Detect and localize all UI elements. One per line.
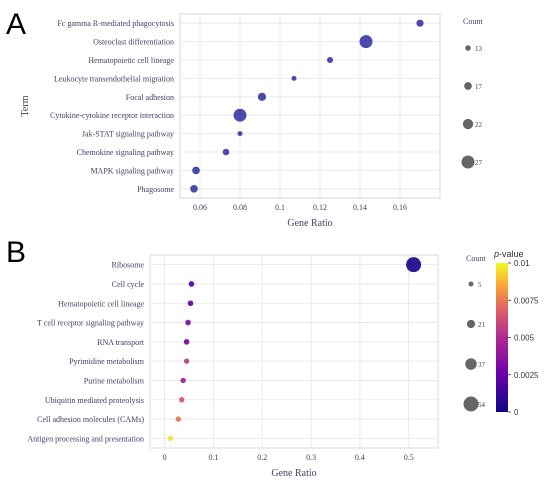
size-legend-dot — [468, 281, 474, 287]
x-tick-label: 0.14 — [353, 203, 367, 212]
data-point — [406, 257, 422, 273]
category-label: Cytokine-cytokine receptor interaction — [50, 111, 174, 120]
x-axis-title: Gene Ratio — [271, 468, 316, 479]
data-point — [187, 300, 194, 307]
size-legend-label: 5 — [478, 281, 482, 289]
size-legend-dot — [461, 155, 475, 169]
data-point — [179, 397, 185, 403]
x-tick-label: 0.12 — [313, 203, 327, 212]
data-point — [188, 281, 195, 287]
size-legend-title: Count — [466, 254, 486, 263]
size-legend-dot — [465, 45, 471, 51]
data-point — [190, 184, 198, 193]
data-point — [185, 319, 191, 326]
panel-label-b: B — [6, 236, 26, 269]
category-label: Fc gamma R-mediated phagocytosis — [57, 19, 174, 28]
category-label: MAPK signaling pathway — [90, 166, 174, 175]
x-axis-title: Gene Ratio — [287, 218, 332, 229]
plot-area — [149, 254, 439, 449]
category-label: Chemokine signaling pathway — [77, 148, 174, 157]
x-tick-label: 0.08 — [233, 203, 247, 212]
x-tick-label: 0.06 — [193, 203, 207, 212]
data-point — [183, 358, 190, 364]
category-label: RNA transport — [97, 338, 145, 347]
size-legend-label: 27 — [475, 159, 483, 167]
category-label: Osteoclast differentiation — [93, 38, 174, 47]
color-legend-label: 0.0025 — [514, 371, 539, 380]
category-label: Focal adhesion — [126, 93, 174, 102]
panel-label-a: A — [6, 8, 26, 41]
data-point — [167, 435, 174, 441]
data-point — [416, 19, 424, 27]
data-point — [237, 131, 243, 137]
y-axis-title: Term — [20, 95, 31, 116]
data-point — [233, 108, 247, 122]
category-label: Cell cycle — [112, 280, 145, 289]
category-label: T cell receptor signaling pathway — [37, 319, 144, 328]
color-legend-title: p-value — [493, 249, 524, 259]
plot-area — [179, 13, 441, 199]
size-legend-label: 22 — [475, 121, 483, 129]
size-legend-dot — [464, 82, 472, 90]
category-label: Cell adhesion molecules (CAMs) — [37, 415, 144, 424]
x-tick-label: 0.1 — [208, 453, 218, 462]
panel-b: 0 0.1 0.2 0.3 0.4 0.5 Ribosome Cell cycle Hemato… — [27, 249, 539, 479]
color-legend-label: 0.005 — [514, 334, 535, 343]
data-point — [175, 416, 182, 422]
x-tick-label: 0 — [163, 453, 167, 462]
category-label: Purine metabolism — [84, 376, 145, 385]
size-legend-label: 21 — [478, 321, 486, 329]
category-label: Hematopoietic cell lineage — [88, 56, 174, 65]
size-legend-dot — [463, 396, 479, 412]
category-label: Pyrimidine metabolism — [69, 357, 145, 366]
x-tick-label: 0.4 — [355, 453, 365, 462]
size-legend-dot — [465, 358, 477, 370]
size-legend-label: 54 — [478, 401, 486, 409]
x-tick-label: 0.1 — [275, 203, 285, 212]
x-tick-label: 0.2 — [257, 453, 267, 462]
data-point — [359, 35, 373, 49]
size-legend-dot — [466, 319, 476, 329]
category-label: Ribosome — [112, 261, 145, 270]
color-legend-bar — [496, 263, 508, 412]
category-label: Hematopoietic cell lineage — [58, 299, 144, 308]
data-point — [192, 166, 200, 175]
size-legend-label: 17 — [475, 83, 483, 91]
category-label: Leukocyte transendothelial migration — [54, 74, 174, 83]
size-legend-label: 37 — [478, 361, 486, 369]
color-legend-label: 0 — [514, 408, 519, 417]
category-label: Antigen processing and presentation — [27, 434, 144, 443]
x-tick-label: 0.5 — [404, 453, 414, 462]
color-legend-label: 0.01 — [514, 259, 530, 268]
data-point — [257, 92, 267, 101]
category-label: Jak-STAT signaling pathway — [82, 130, 174, 139]
size-legend-dot — [462, 118, 474, 130]
data-point — [222, 148, 230, 156]
data-point — [183, 339, 190, 345]
size-legend-label: 13 — [475, 45, 483, 53]
category-label: Phagosome — [137, 185, 174, 194]
data-point — [291, 75, 297, 81]
category-label: Ubiquitin mediated proteolysis — [45, 396, 144, 405]
panel-a: 0.06 0.08 0.1 0.12 0.14 0.16 Fc gamma R-mediat… — [20, 13, 483, 229]
x-tick-label: 0.16 — [393, 203, 407, 212]
size-legend-title: Count — [463, 17, 483, 26]
x-tick-label: 0.3 — [306, 453, 316, 462]
data-point — [180, 377, 186, 384]
color-legend-label: 0.0075 — [514, 296, 539, 305]
data-point — [326, 56, 334, 64]
